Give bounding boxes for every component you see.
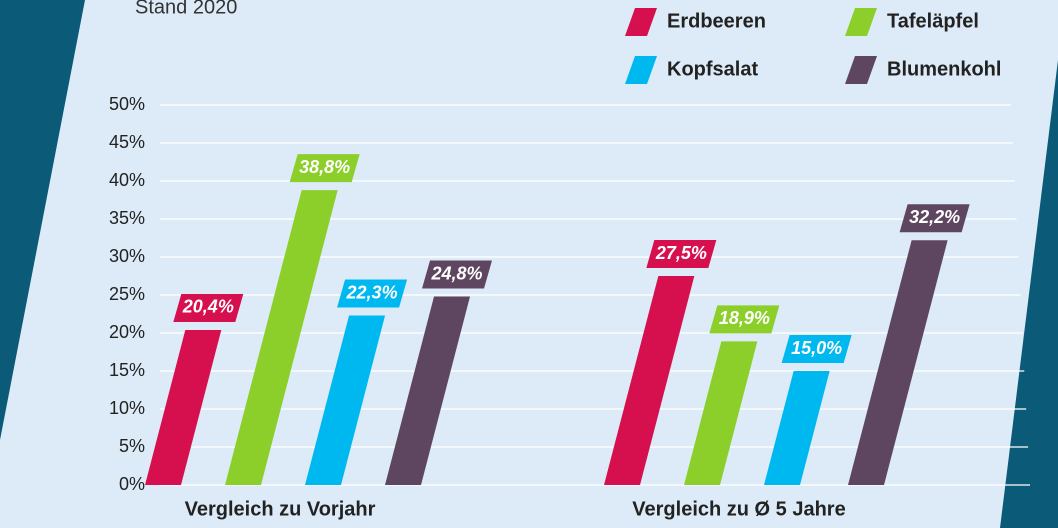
value-label-box: [899, 204, 970, 233]
value-label-box: [422, 260, 493, 289]
y-tick-label: 40%: [109, 170, 145, 190]
bar: [145, 329, 222, 485]
value-label: 24,8%: [430, 263, 482, 283]
legend-swatch: [845, 56, 877, 84]
y-tick-label: 45%: [109, 132, 145, 152]
bar: [764, 371, 830, 485]
legend-swatch: [625, 56, 657, 84]
legend-swatch: [845, 8, 877, 36]
y-tick-label: 25%: [109, 284, 145, 304]
legend-label: Tafeläpfel: [887, 10, 979, 32]
bar: [385, 296, 471, 485]
value-label-box: [337, 279, 408, 308]
bar: [305, 315, 386, 485]
x-tick-label: Vergleich zu Vorjahr: [185, 498, 376, 520]
bar: [684, 341, 758, 485]
value-label: 20,4%: [182, 297, 234, 317]
value-label: 38,8%: [299, 157, 350, 177]
x-tick-label: Vergleich zu Ø 5 Jahre: [632, 498, 845, 520]
y-tick-label: 0%: [119, 474, 145, 494]
value-label: 27,5%: [655, 243, 707, 263]
bar: [225, 190, 338, 485]
subtitle: Stand 2020: [135, 0, 237, 18]
y-tick-label: 15%: [109, 360, 145, 380]
value-label-box: [646, 240, 717, 268]
legend-label: Erdbeeren: [667, 10, 766, 32]
legend-label: Blumenkohl: [887, 58, 1001, 80]
legend-label: Kopfsalat: [667, 58, 758, 80]
value-label-box: [289, 154, 360, 183]
y-tick-label: 5%: [119, 436, 145, 456]
y-tick-label: 20%: [109, 322, 145, 342]
y-tick-label: 10%: [109, 398, 145, 418]
value-label: 32,2%: [909, 207, 960, 227]
y-tick-label: 35%: [109, 208, 145, 228]
legend-swatch: [625, 8, 657, 36]
value-label: 18,9%: [719, 308, 770, 328]
bar: [604, 276, 695, 485]
y-tick-label: 30%: [109, 246, 145, 266]
value-label-box: [781, 335, 852, 363]
bar: [848, 240, 948, 485]
value-label-box: [173, 293, 244, 322]
value-label: 22,3%: [346, 282, 398, 302]
y-tick-label: 50%: [109, 94, 145, 114]
value-label-box: [709, 305, 780, 334]
value-label: 15,0%: [791, 338, 842, 358]
